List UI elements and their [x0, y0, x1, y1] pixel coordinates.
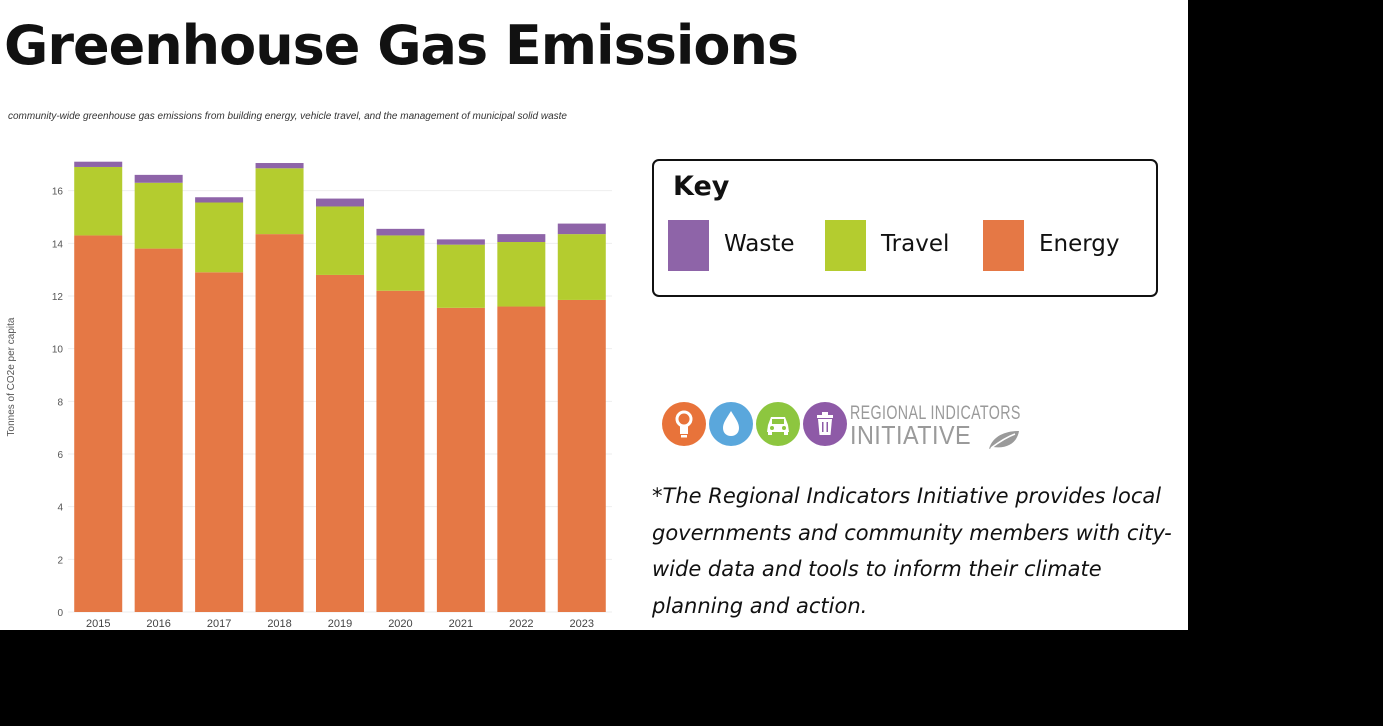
- x-tick-label-2018: 2018: [267, 618, 291, 630]
- bar-energy-2018: [255, 234, 304, 612]
- leaf-icon: [989, 431, 1019, 449]
- bar-energy-2015: [74, 235, 123, 612]
- y-tick-label-4: 4: [57, 503, 63, 514]
- bar-travel-2020: [376, 235, 425, 291]
- slide: Greenhouse Gas Emissions community-wide …: [0, 0, 1188, 630]
- x-tick-label-2019: 2019: [328, 618, 352, 630]
- bar-energy-2023: [557, 299, 606, 612]
- y-tick-label-14: 14: [52, 239, 64, 250]
- bar-waste-2016: [134, 174, 183, 183]
- bar-energy-2019: [316, 274, 364, 612]
- bar-travel-2021: [436, 244, 485, 308]
- bar-energy-2021: [436, 307, 485, 612]
- key-swatch-waste: [668, 220, 709, 271]
- logo-text-line1: REGIONAL INDICATORS: [850, 403, 1021, 424]
- bar-travel-2022: [497, 242, 546, 307]
- bar-travel-2017: [195, 202, 244, 273]
- stacked-bar-chart: 0 2 4 6 8 10 12 14 16 Tonnes of CO2e per capita 20…: [6, 161, 612, 630]
- bar-travel-2019: [316, 206, 364, 275]
- car-icon: [756, 402, 800, 446]
- x-tick-label-2023: 2023: [570, 618, 594, 630]
- legend-key-box: Key Waste Travel Energy: [652, 159, 1158, 297]
- bar-travel-2016: [134, 182, 183, 249]
- bar-waste-2023: [557, 223, 606, 235]
- bar-energy-2022: [497, 306, 546, 612]
- lightbulb-icon: [662, 402, 706, 446]
- footnote-text: *The Regional Indicators Initiative prov…: [652, 484, 1172, 618]
- key-title: Key: [673, 171, 730, 202]
- x-tick-label-2017: 2017: [207, 618, 231, 630]
- trash-can-icon: [803, 402, 847, 446]
- bar-energy-2016: [134, 248, 183, 612]
- bar-travel-2018: [255, 168, 304, 235]
- bar-waste-2021: [436, 239, 485, 245]
- y-tick-label-8: 8: [57, 397, 63, 408]
- y-tick-label-12: 12: [52, 292, 64, 303]
- key-swatch-energy: [983, 220, 1024, 271]
- bar-energy-2017: [195, 272, 244, 612]
- x-tick-label-2021: 2021: [449, 618, 473, 630]
- bar-waste-2017: [195, 197, 244, 203]
- x-tick-label-2015: 2015: [86, 618, 110, 630]
- x-tick-label-2016: 2016: [146, 618, 170, 630]
- y-tick-label-0: 0: [57, 608, 63, 619]
- y-tick-label-2: 2: [57, 555, 63, 566]
- x-tick-label-2022: 2022: [509, 618, 533, 630]
- x-tick-label-2020: 2020: [388, 618, 412, 630]
- key-label-waste: Waste: [724, 231, 795, 257]
- page-title: Greenhouse Gas Emissions: [4, 14, 799, 77]
- bar-waste-2019: [316, 198, 364, 207]
- water-drop-icon: [709, 402, 753, 446]
- bar-waste-2022: [497, 234, 546, 243]
- y-tick-label-16: 16: [52, 187, 64, 198]
- bar-waste-2015: [74, 161, 123, 167]
- key-label-travel: Travel: [881, 231, 950, 257]
- key-swatch-travel: [825, 220, 866, 271]
- logo-text-line2: INITIATIVE: [850, 420, 972, 450]
- bar-travel-2015: [74, 166, 123, 236]
- y-tick-label-10: 10: [52, 345, 64, 356]
- y-tick-label-6: 6: [57, 450, 63, 461]
- bar-waste-2018: [255, 163, 304, 169]
- key-label-energy: Energy: [1039, 231, 1120, 257]
- bar-waste-2020: [376, 228, 425, 236]
- bar-energy-2020: [376, 290, 425, 612]
- chart-title: community-wide greenhouse gas emissions …: [8, 111, 567, 122]
- bar-travel-2023: [557, 234, 606, 300]
- y-axis-label: Tonnes of CO2e per capita: [6, 317, 17, 436]
